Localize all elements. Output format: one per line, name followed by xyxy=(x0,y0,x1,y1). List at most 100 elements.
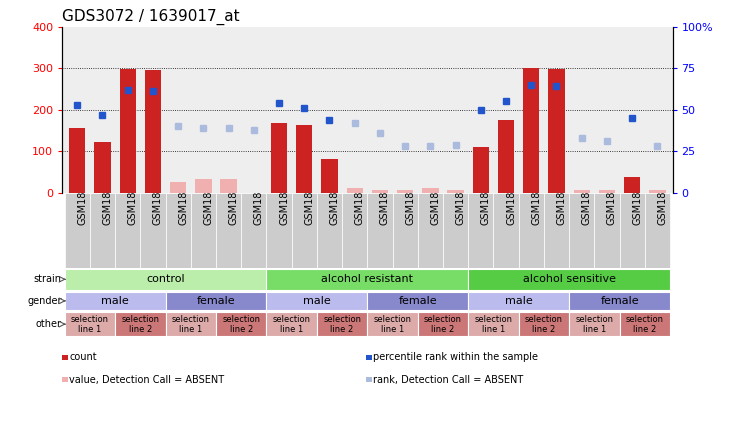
Text: GSM183857: GSM183857 xyxy=(481,166,491,225)
Text: female: female xyxy=(600,296,639,306)
Text: other: other xyxy=(36,319,61,329)
Bar xyxy=(620,193,645,268)
Text: GSM183936: GSM183936 xyxy=(380,166,390,225)
Bar xyxy=(523,68,539,193)
Text: GSM183994: GSM183994 xyxy=(531,166,541,225)
Text: GSM183856: GSM183856 xyxy=(203,166,213,225)
Bar xyxy=(645,193,670,268)
Bar xyxy=(266,292,367,310)
Text: count: count xyxy=(69,353,96,362)
Text: percentile rank within the sample: percentile rank within the sample xyxy=(373,353,537,362)
Text: GSM184121: GSM184121 xyxy=(330,166,339,225)
Text: GSM183888: GSM183888 xyxy=(304,166,314,225)
Bar xyxy=(498,120,514,193)
Text: GSM184118: GSM184118 xyxy=(556,166,567,225)
Bar xyxy=(569,312,620,336)
Text: female: female xyxy=(398,296,437,306)
Text: alcohol resistant: alcohol resistant xyxy=(322,274,413,284)
Text: GSM184124: GSM184124 xyxy=(455,166,466,225)
Bar xyxy=(145,70,161,193)
Bar xyxy=(418,312,469,336)
Bar xyxy=(624,177,640,193)
Text: line 1: line 1 xyxy=(280,325,303,334)
Text: GSM183989: GSM183989 xyxy=(405,166,415,225)
Bar xyxy=(64,193,90,268)
Bar xyxy=(443,193,469,268)
Text: selection: selection xyxy=(474,315,512,324)
Bar xyxy=(372,190,388,193)
Bar xyxy=(216,193,241,268)
Bar xyxy=(342,193,367,268)
Bar xyxy=(119,69,136,193)
Text: GSM183992: GSM183992 xyxy=(229,166,238,225)
Bar xyxy=(191,193,216,268)
Text: line 2: line 2 xyxy=(330,325,354,334)
Bar xyxy=(594,193,620,268)
Bar xyxy=(170,182,186,193)
Bar xyxy=(90,193,115,268)
Bar xyxy=(473,147,489,193)
Text: line 2: line 2 xyxy=(129,325,152,334)
Text: selection: selection xyxy=(172,315,210,324)
Bar xyxy=(69,127,86,193)
Text: line 1: line 1 xyxy=(381,325,404,334)
Text: GSM183817: GSM183817 xyxy=(178,166,188,225)
Text: line 2: line 2 xyxy=(431,325,455,334)
Text: male: male xyxy=(505,296,533,306)
Bar xyxy=(266,312,317,336)
Bar xyxy=(649,190,666,193)
Bar xyxy=(64,269,266,290)
Bar xyxy=(393,193,418,268)
Bar xyxy=(574,190,590,193)
Bar xyxy=(266,269,469,290)
Bar xyxy=(292,193,317,268)
Bar xyxy=(195,179,211,193)
Text: selection: selection xyxy=(71,315,109,324)
Bar xyxy=(469,292,569,310)
Bar xyxy=(367,193,393,268)
Text: GSM183858: GSM183858 xyxy=(506,166,516,225)
Bar xyxy=(346,188,363,193)
Text: GSM183991: GSM183991 xyxy=(153,166,163,225)
Bar xyxy=(221,179,237,193)
Text: GSM183990: GSM183990 xyxy=(128,166,137,225)
Text: selection: selection xyxy=(626,315,664,324)
Text: GSM184122: GSM184122 xyxy=(355,166,365,225)
Bar xyxy=(64,312,115,336)
Bar xyxy=(493,193,519,268)
Text: gender: gender xyxy=(27,296,61,306)
Text: GDS3072 / 1639017_at: GDS3072 / 1639017_at xyxy=(62,9,240,25)
Text: GSM184123: GSM184123 xyxy=(431,166,440,225)
Bar xyxy=(296,125,312,193)
Text: female: female xyxy=(197,296,235,306)
Bar xyxy=(367,312,418,336)
Bar xyxy=(599,190,616,193)
Bar xyxy=(115,312,165,336)
Bar xyxy=(271,123,287,193)
Text: line 2: line 2 xyxy=(532,325,556,334)
Text: selection: selection xyxy=(575,315,613,324)
Text: selection: selection xyxy=(121,315,159,324)
Bar xyxy=(266,193,292,268)
Bar xyxy=(322,159,338,193)
Text: alcohol sensitive: alcohol sensitive xyxy=(523,274,616,284)
Bar xyxy=(397,190,413,193)
Text: GSM183815: GSM183815 xyxy=(77,166,87,225)
Text: line 1: line 1 xyxy=(583,325,606,334)
Bar xyxy=(469,312,519,336)
Bar xyxy=(241,193,266,268)
Bar xyxy=(140,193,165,268)
Text: male: male xyxy=(303,296,330,306)
Bar xyxy=(569,292,670,310)
Bar xyxy=(64,292,165,310)
Text: GSM184120: GSM184120 xyxy=(657,166,667,225)
Bar xyxy=(548,69,564,193)
Bar xyxy=(115,193,140,268)
Text: GSM183875: GSM183875 xyxy=(582,166,591,225)
Text: selection: selection xyxy=(525,315,563,324)
Text: strain: strain xyxy=(34,274,61,284)
Bar xyxy=(317,193,342,268)
Bar xyxy=(620,312,670,336)
Bar xyxy=(94,142,110,193)
Text: value, Detection Call = ABSENT: value, Detection Call = ABSENT xyxy=(69,375,224,385)
